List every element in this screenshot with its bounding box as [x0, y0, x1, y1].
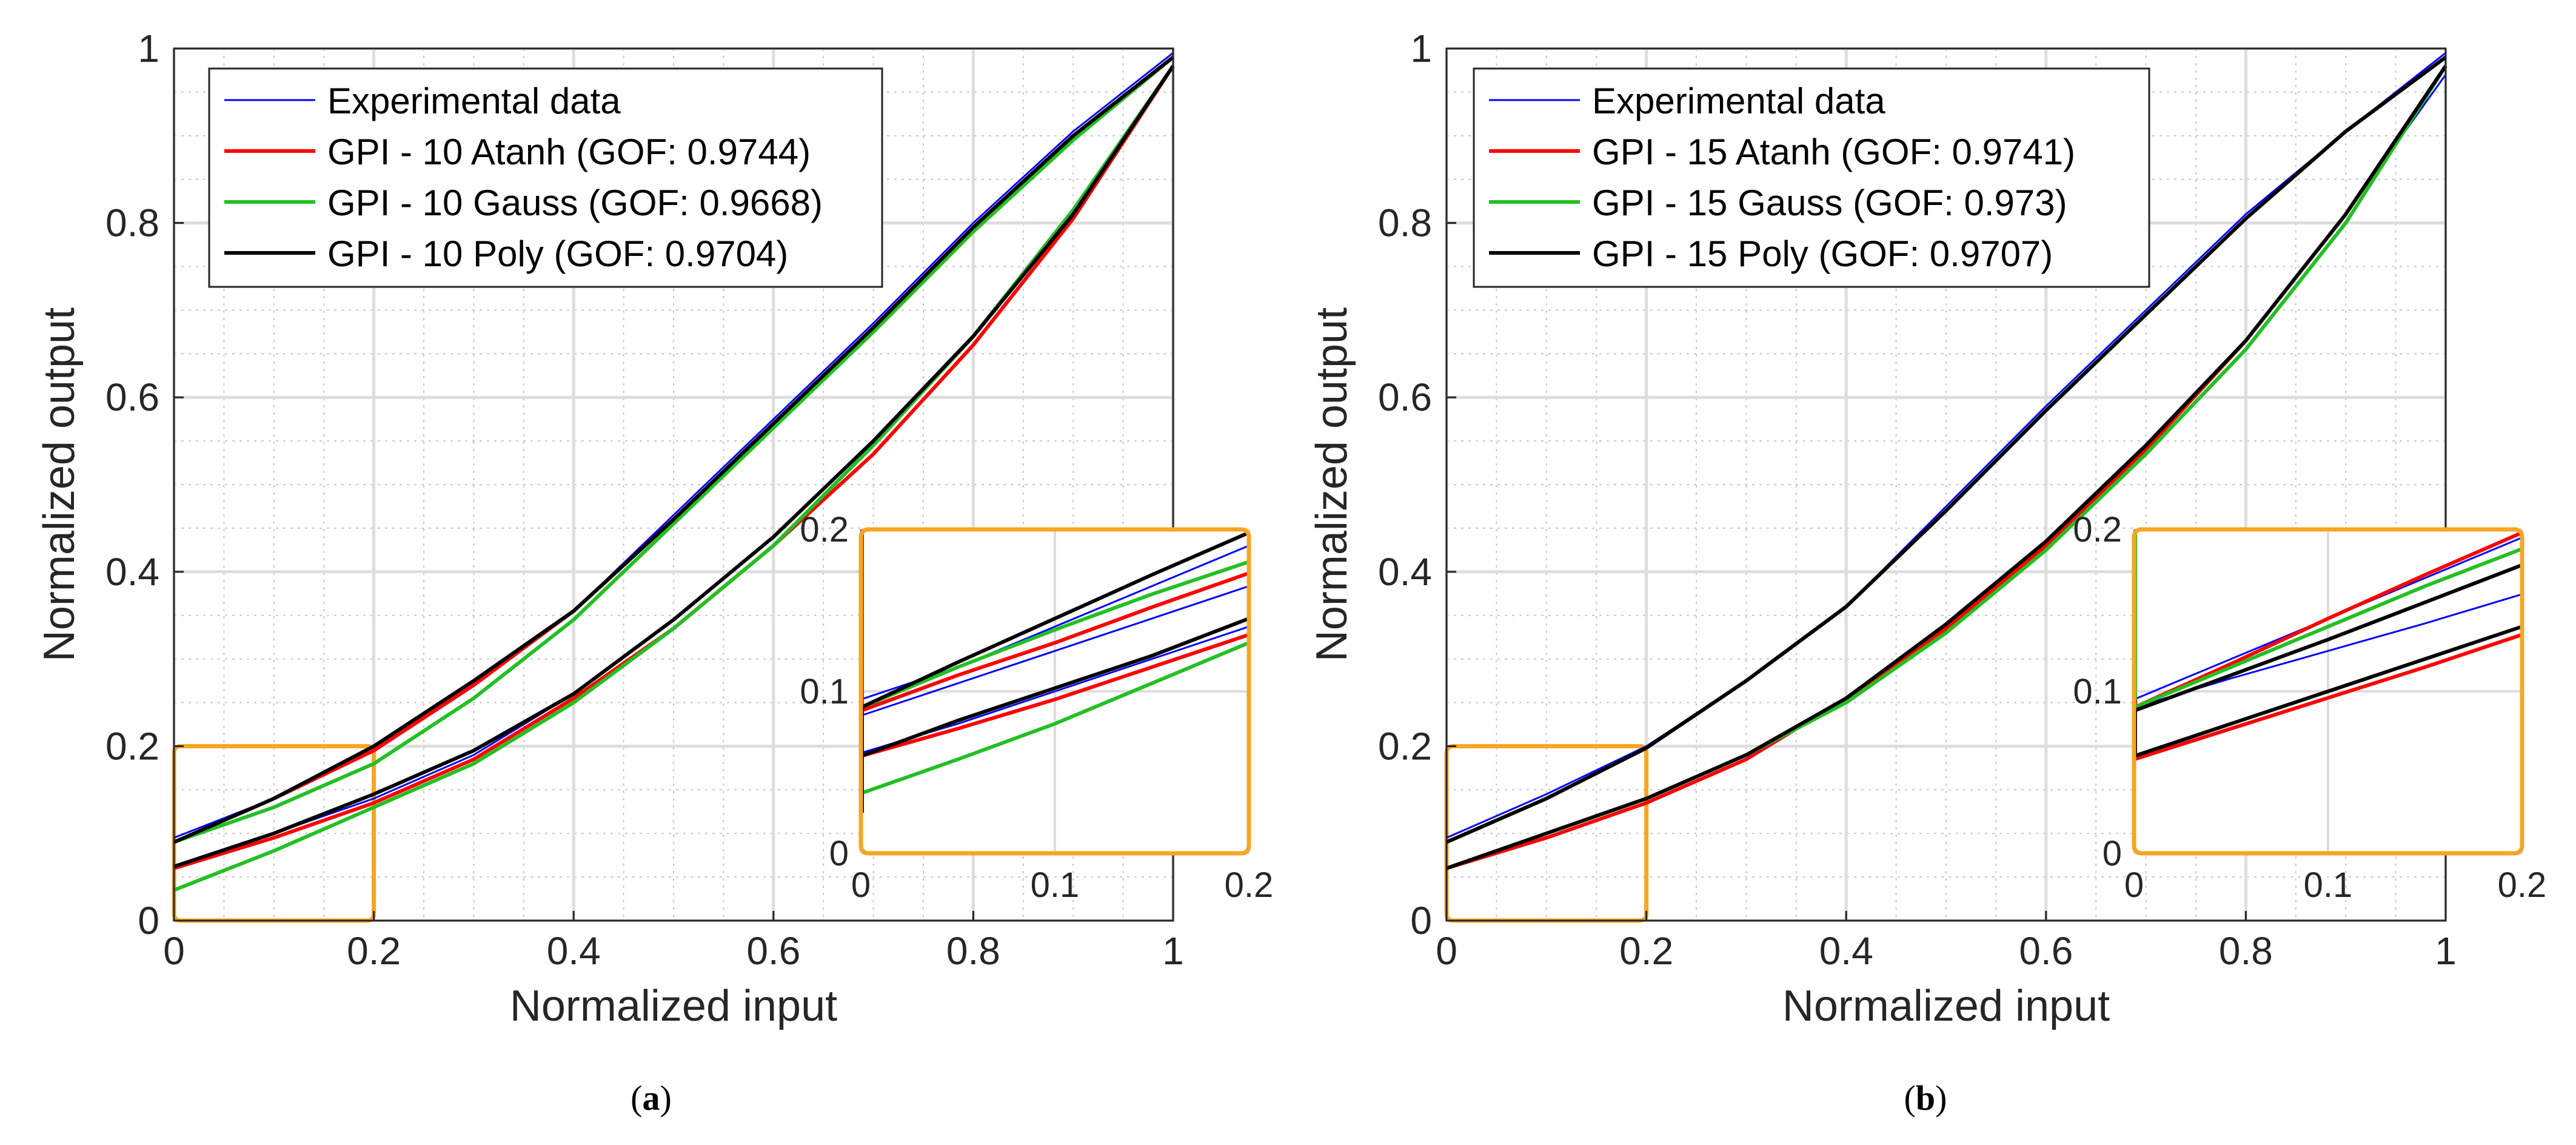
inset-y-tick-label: 0	[2103, 834, 2122, 873]
series-line-3-branch-0	[173, 65, 1175, 868]
legend-box	[1473, 67, 2150, 288]
inset-series-line-2-branch-0	[2133, 547, 2523, 710]
inset-y-tick-label: 0.2	[800, 510, 849, 549]
y-tick-label: 0.2	[105, 724, 159, 768]
y-tick-label: 0.4	[1378, 550, 1432, 594]
legend-box	[208, 67, 883, 288]
inset-y-tick-label: 0.1	[2073, 672, 2122, 711]
legend-label-1: GPI - 10 Atanh (GOF: 0.9744)	[327, 132, 811, 172]
y-tick-label: 0.4	[105, 550, 159, 594]
inset-y-tick-label: 0.1	[800, 672, 849, 711]
inset-x-tick-label: 0	[2124, 865, 2144, 905]
x-tick-label: 0.2	[1619, 929, 1673, 973]
legend-label-3: GPI - 10 Poly (GOF: 0.9704)	[327, 233, 788, 274]
inset-series-line-1-branch-0	[2133, 633, 2523, 761]
x-tick-label: 0.8	[946, 929, 1000, 973]
x-tick-label: 0.8	[2219, 929, 2273, 973]
series-line-3-branch-1	[1445, 55, 2447, 844]
series-line-3-branch-1	[173, 56, 1174, 844]
y-axis-label: Normalized output	[35, 307, 84, 662]
x-tick-label: 1	[1162, 929, 1184, 973]
x-tick-label: 0.4	[1819, 929, 1873, 973]
inset-series-line-1-branch-1	[860, 571, 1250, 713]
legend: Experimental data GPI - 10 Atanh (GOF: 0.…	[208, 67, 883, 288]
inset-series-line-3-branch-1	[860, 531, 1250, 710]
panel-caption: (b)	[1904, 1078, 1947, 1118]
x-axis-label: Normalized input	[1782, 982, 2110, 1030]
x-tick-label: 0	[163, 929, 185, 973]
inset-x-tick-label: 0.2	[1225, 865, 1274, 905]
legend-label-1: GPI - 15 Atanh (GOF: 0.9741)	[1592, 132, 2075, 172]
x-axis-label: Normalized input	[510, 982, 837, 1030]
inset-x-tick-label: 0.2	[2498, 865, 2547, 905]
x-tick-label: 0.6	[746, 929, 800, 973]
chart-panel-b: 0 0.2 0.4 0.6 0.8 1 0 0.2 0.4 0.6 0.8 1 Normalized i…	[1308, 27, 2546, 1118]
y-tick-label: 1	[1410, 27, 1432, 70]
inset-box	[2132, 527, 2524, 856]
y-tick-label: 0.8	[105, 201, 159, 245]
series-line-0-branch-1	[1446, 52, 2446, 839]
legend-label-2: GPI - 15 Gauss (GOF: 0.973)	[1592, 183, 2067, 223]
chart-panel-a: 0 0.2 0.4 0.6 0.8 1 0 0.2 0.4 0.6 0.8 1 Normalized i…	[35, 27, 1273, 1118]
y-tick-label: 0.2	[1378, 724, 1432, 768]
x-tick-label: 0.6	[2019, 929, 2073, 973]
inset-series-line-3-branch-1	[2133, 563, 2523, 713]
y-tick-label: 0.8	[1378, 201, 1432, 245]
inset-series-line-1-branch-0	[860, 633, 1250, 758]
inset-series-line-3-branch-0	[860, 617, 1250, 758]
legend-label-2: GPI - 10 Gauss (GOF: 0.9668)	[327, 183, 823, 223]
inset-x-tick-label: 0.1	[1031, 865, 1080, 905]
y-tick-label: 1	[138, 27, 159, 70]
inset-series-line-2-branch-0	[860, 641, 1250, 796]
y-tick-label: 0.6	[105, 375, 159, 419]
inset-series-line-0-branch-2	[860, 585, 1250, 717]
legend-label-3: GPI - 15 Poly (GOF: 0.9707)	[1592, 233, 2053, 274]
inset-y-tick-label: 0.2	[2073, 510, 2122, 549]
axes-box	[173, 47, 1174, 922]
x-tick-label: 0.4	[547, 929, 601, 973]
y-tick-label: 0	[1410, 899, 1432, 942]
inset-series-line-3-branch-0	[2133, 625, 2523, 758]
x-tick-label: 0	[1436, 929, 1457, 973]
y-axis-label: Normalized output	[1308, 307, 1356, 662]
inset-box	[858, 527, 1251, 856]
legend-label-0: Experimental data	[327, 81, 621, 121]
x-tick-label: 1	[2435, 929, 2457, 973]
inset-panel: 0 0.1 0.2 0 0.1 0.2	[2073, 510, 2546, 905]
inset-panel: 0 0.1 0.2 0 0.1 0.2	[800, 510, 1273, 905]
panel-caption: (a)	[631, 1078, 672, 1118]
legend: Experimental data GPI - 15 Atanh (GOF: 0.…	[1473, 67, 2150, 288]
inset-y-tick-label: 0	[829, 834, 849, 873]
y-tick-label: 0	[138, 899, 159, 942]
inset-series-line-1-branch-1	[2133, 531, 2523, 710]
axes-box	[1445, 47, 2447, 922]
series-line-3-branch-0	[1446, 65, 2447, 870]
x-tick-label: 0.2	[347, 929, 401, 973]
legend-label-0: Experimental data	[1592, 81, 1885, 121]
y-tick-label: 0.6	[1378, 375, 1432, 419]
inset-series-line-2-branch-1	[860, 560, 1250, 710]
inset-x-tick-label: 0	[851, 865, 871, 905]
inset-x-tick-label: 0.1	[2304, 865, 2353, 905]
series-line-2-branch-1	[173, 56, 1174, 844]
